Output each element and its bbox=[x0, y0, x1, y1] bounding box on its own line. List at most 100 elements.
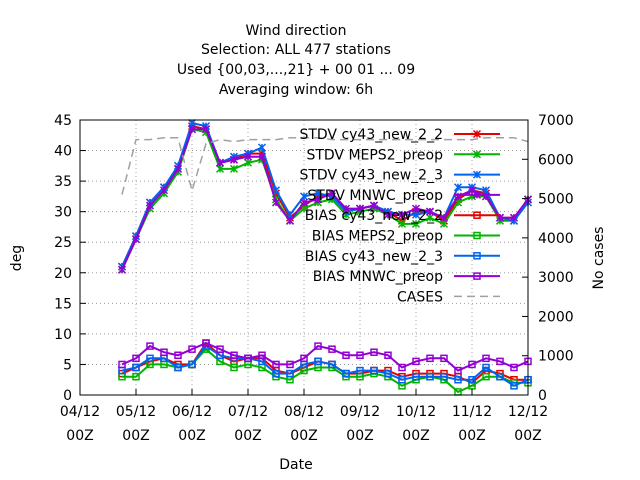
legend-label: STDV cy43_new_2_3 bbox=[299, 168, 443, 184]
chart-title-line-1: Wind direction bbox=[246, 23, 347, 39]
legend-entry: BIAS MEPS2_preop bbox=[312, 229, 500, 245]
y-axis-label: deg bbox=[9, 245, 25, 271]
data-point bbox=[328, 360, 336, 369]
x-tick-label-date: 04/12 bbox=[60, 404, 100, 420]
x-tick-label-date: 12/12 bbox=[508, 404, 548, 420]
data-point bbox=[411, 219, 421, 228]
data-point bbox=[201, 125, 211, 134]
series-8 bbox=[121, 136, 529, 195]
legend-entry: STDV cy43_new_2_2 bbox=[299, 127, 500, 143]
data-point bbox=[397, 219, 407, 228]
legend-marker bbox=[472, 129, 482, 139]
data-point bbox=[327, 189, 337, 198]
data-point bbox=[272, 369, 280, 378]
data-point bbox=[496, 357, 504, 366]
series-line bbox=[121, 121, 529, 268]
legend-label: BIAS MEPS2_preop bbox=[312, 229, 443, 245]
data-point bbox=[244, 354, 252, 363]
legend-marker bbox=[472, 150, 482, 159]
data-point bbox=[425, 207, 435, 216]
x-tick-label-date: 11/12 bbox=[452, 404, 492, 420]
data-point bbox=[481, 186, 491, 195]
data-point bbox=[383, 210, 393, 219]
data-point bbox=[356, 366, 364, 375]
data-point bbox=[482, 372, 490, 381]
data-point bbox=[160, 348, 168, 356]
legend-entry: BIAS cy43_new_2_2 bbox=[305, 208, 500, 224]
data-point bbox=[468, 360, 476, 369]
data-point bbox=[412, 357, 420, 366]
y-tick-label: 0 bbox=[63, 388, 72, 404]
data-point bbox=[313, 195, 323, 204]
series-7 bbox=[118, 339, 532, 375]
data-point bbox=[384, 351, 392, 360]
data-point bbox=[453, 183, 463, 192]
y2-axis-label: No cases bbox=[591, 227, 607, 290]
data-point bbox=[145, 201, 155, 210]
data-point bbox=[314, 357, 322, 366]
legend-marker bbox=[473, 272, 481, 280]
legend-entry: STDV MNWC_preop bbox=[307, 188, 500, 204]
data-point bbox=[118, 360, 126, 369]
data-point bbox=[132, 372, 140, 381]
data-point bbox=[482, 363, 490, 372]
data-point bbox=[370, 348, 378, 356]
data-point bbox=[411, 204, 421, 213]
data-point bbox=[398, 375, 406, 384]
data-point bbox=[369, 201, 379, 210]
data-point bbox=[243, 152, 253, 161]
data-point bbox=[342, 369, 350, 378]
data-point bbox=[397, 210, 407, 219]
x-tick-label-time: 00Z bbox=[402, 428, 429, 444]
data-point bbox=[229, 164, 239, 173]
legend-label: BIAS cy43_new_2_2 bbox=[305, 208, 443, 224]
series-line bbox=[122, 347, 528, 394]
data-point bbox=[257, 143, 267, 152]
data-point bbox=[202, 339, 210, 347]
legend-label: STDV MNWC_preop bbox=[307, 188, 443, 204]
y-tick-label: 25 bbox=[54, 235, 72, 251]
y-tick-label: 5 bbox=[63, 357, 72, 373]
x-tick-label-time: 00Z bbox=[514, 428, 541, 444]
y-tick-label: 40 bbox=[54, 144, 72, 160]
y-tick-label: 45 bbox=[54, 113, 72, 129]
data-point bbox=[341, 204, 351, 213]
y2-tick-label: 2000 bbox=[538, 309, 574, 325]
data-point bbox=[286, 369, 294, 378]
data-point bbox=[412, 372, 420, 381]
legend-entry: CASES bbox=[397, 289, 500, 305]
data-point bbox=[425, 213, 435, 222]
data-point bbox=[230, 351, 238, 360]
data-point bbox=[454, 375, 462, 384]
x-tick-label-time: 00Z bbox=[290, 428, 317, 444]
data-point bbox=[229, 155, 239, 164]
data-point bbox=[173, 164, 183, 173]
data-point bbox=[510, 363, 518, 372]
data-point bbox=[314, 342, 322, 350]
data-point bbox=[174, 351, 182, 360]
y-tick-label: 20 bbox=[54, 266, 72, 282]
data-point bbox=[257, 152, 267, 161]
data-point bbox=[300, 354, 308, 363]
x-tick-label-date: 09/12 bbox=[340, 404, 380, 420]
legend-marker bbox=[473, 211, 481, 219]
data-point bbox=[454, 366, 462, 375]
data-point bbox=[299, 192, 309, 201]
x-tick-label-date: 08/12 bbox=[284, 404, 324, 420]
data-point bbox=[243, 158, 253, 167]
legend-label: CASES bbox=[397, 289, 443, 305]
data-point bbox=[411, 210, 421, 219]
data-point bbox=[215, 164, 225, 173]
data-point bbox=[146, 354, 154, 363]
data-point bbox=[426, 372, 434, 381]
data-point bbox=[132, 363, 140, 372]
y-tick-label: 15 bbox=[54, 296, 72, 312]
data-point bbox=[188, 360, 196, 369]
axes: 0 5 10 15 20 25 30 35 40 45 0 1000 2000 3000 4000 5000 6… bbox=[54, 113, 573, 444]
legend-entry: STDV MEPS2_preop bbox=[306, 147, 500, 163]
legend-label: BIAS MNWC_preop bbox=[313, 269, 443, 285]
data-point bbox=[313, 189, 323, 198]
legend-entry: STDV cy43_new_2_3 bbox=[299, 168, 500, 184]
data-point bbox=[117, 265, 127, 274]
data-point bbox=[355, 204, 365, 213]
